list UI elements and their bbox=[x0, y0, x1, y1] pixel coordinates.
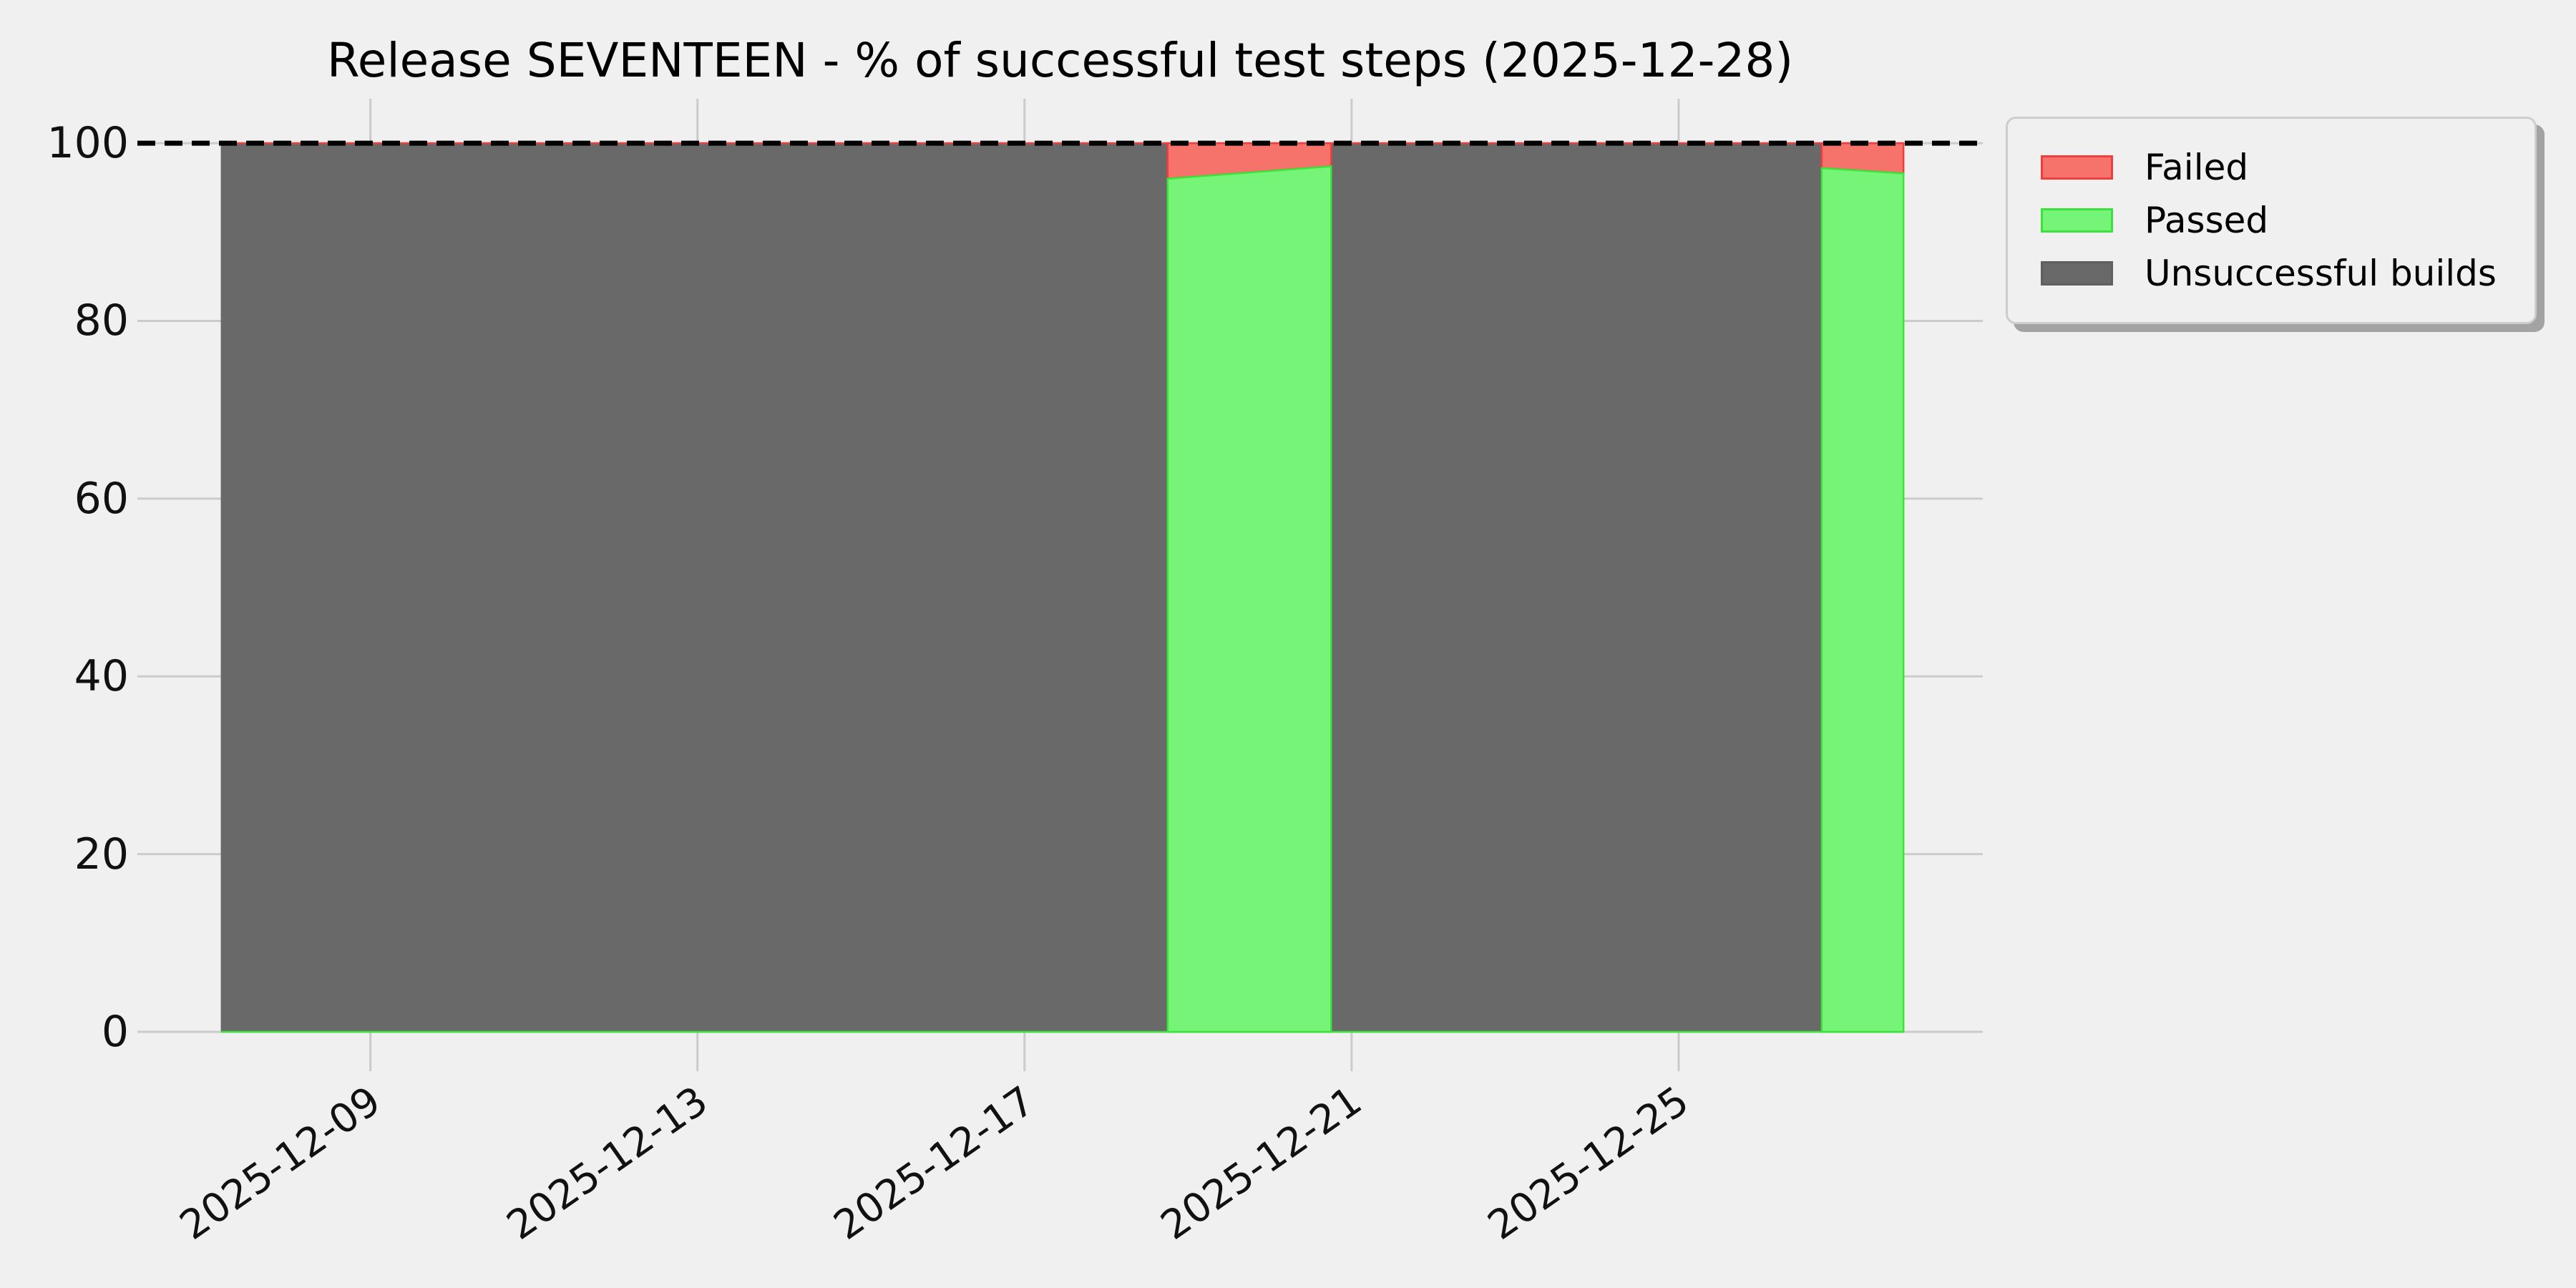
legend-item-unsuccessful-builds: Unsuccessful builds bbox=[2041, 254, 2534, 293]
area-passed bbox=[1820, 167, 1905, 1033]
legend-swatch-unsuccessful-builds bbox=[2041, 261, 2113, 286]
area-passed bbox=[1166, 165, 1332, 1033]
y-tick-label: 0 bbox=[101, 1007, 129, 1057]
legend-item-failed: Failed bbox=[2041, 148, 2534, 187]
legend-item-passed: Passed bbox=[2041, 201, 2534, 240]
y-tick-label: 20 bbox=[74, 829, 129, 879]
legend-label: Passed bbox=[2145, 200, 2269, 241]
y-tick-label: 80 bbox=[74, 296, 129, 346]
y-tick-label: 60 bbox=[74, 473, 129, 524]
chart-title: Release SEVENTEEN - % of successful test… bbox=[326, 33, 1794, 88]
area-unsuccessful-builds bbox=[220, 143, 1168, 1033]
y-tick-label: 40 bbox=[74, 651, 129, 702]
legend-swatch-failed bbox=[2041, 155, 2113, 180]
legend-label: Unsuccessful builds bbox=[2145, 253, 2497, 294]
legend-label: Failed bbox=[2145, 147, 2249, 188]
area-unsuccessful-builds bbox=[1331, 143, 1822, 1033]
y-tick-label: 100 bbox=[47, 118, 129, 169]
legend: Failed Passed Unsuccessful builds bbox=[2006, 117, 2537, 324]
legend-swatch-passed bbox=[2041, 208, 2113, 233]
